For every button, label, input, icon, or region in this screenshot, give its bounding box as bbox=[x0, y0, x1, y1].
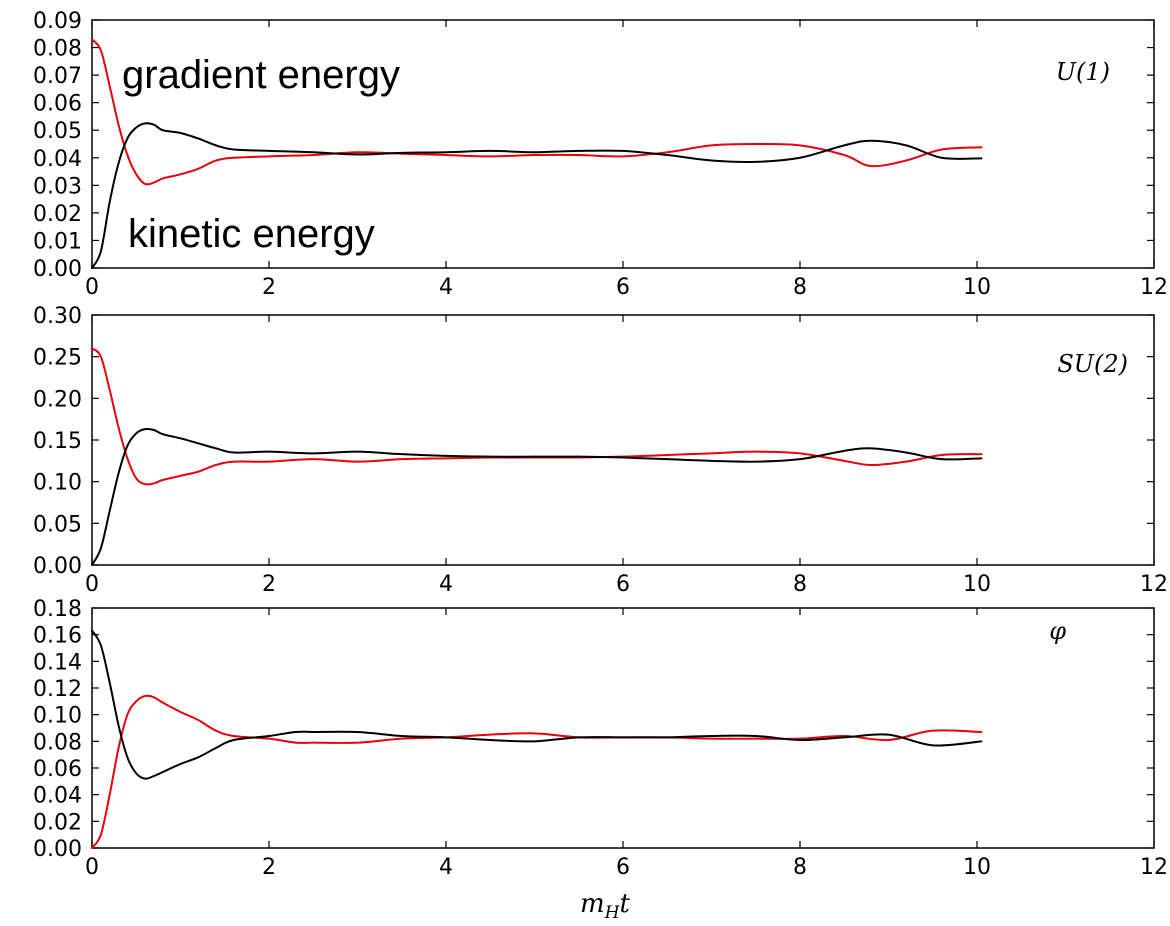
y-tick-label: 0.12 bbox=[33, 677, 82, 702]
panel-u1-label: U(1) bbox=[1056, 58, 1110, 86]
panel-u1-xticks: 0 2 4 6 8 10 12 bbox=[85, 20, 1168, 300]
y-tick-label: 0.25 bbox=[33, 346, 82, 371]
x-tick-label: 2 bbox=[262, 572, 276, 597]
y-tick-label: 0.07 bbox=[33, 64, 82, 89]
panel-su2-xticks: 0 2 4 6 8 10 12 bbox=[85, 315, 1168, 597]
panel-su2: 0.00 0.05 0.10 0.15 0.20 0.25 0.30 0 2 4 6 8 10 12 S… bbox=[33, 304, 1168, 597]
y-tick-label: 0.08 bbox=[33, 730, 82, 755]
y-tick-label: 0.04 bbox=[33, 784, 82, 809]
x-tick-label: 12 bbox=[1140, 855, 1168, 880]
y-tick-label: 0.15 bbox=[33, 429, 82, 454]
x-tick-label: 0 bbox=[85, 275, 99, 300]
panel-phi-frame bbox=[91, 607, 1155, 849]
x-tick-label: 8 bbox=[793, 275, 807, 300]
x-tick-label: 4 bbox=[439, 275, 453, 300]
panel-u1-series bbox=[91, 38, 983, 269]
x-tick-label: 0 bbox=[85, 572, 99, 597]
panel-phi-xticks: 0 2 4 6 8 10 12 bbox=[85, 608, 1168, 880]
series-line-red bbox=[91, 694, 983, 849]
x-axis-label-sub: H bbox=[604, 903, 621, 923]
y-tick-label: 0.09 bbox=[33, 9, 82, 34]
panel-phi-label: φ bbox=[1049, 617, 1066, 645]
x-tick-label: 8 bbox=[793, 855, 807, 880]
y-tick-label: 0.08 bbox=[33, 37, 82, 62]
y-tick-label: 0.10 bbox=[33, 471, 82, 496]
panel-phi-yticks: 0.000.020.040.060.080.100.120.140.160.18 bbox=[33, 597, 1154, 862]
x-tick-label: 6 bbox=[616, 572, 630, 597]
x-tick-label: 10 bbox=[963, 572, 991, 597]
y-tick-label: 0.16 bbox=[33, 624, 82, 649]
y-tick-label: 0.01 bbox=[33, 229, 82, 254]
annotation-kinetic-energy: kinetic energy bbox=[128, 212, 375, 256]
panel-u1: 0.00 0.010.02 0.030.04 0.050.06 0.070.08 0.09… bbox=[33, 9, 1168, 300]
x-axis-label-main: m bbox=[580, 889, 605, 919]
y-tick-label: 0.10 bbox=[33, 704, 82, 729]
x-tick-label: 2 bbox=[262, 855, 276, 880]
series-line-red bbox=[91, 38, 983, 186]
y-tick-label: 0.00 bbox=[33, 257, 82, 282]
x-tick-label: 2 bbox=[262, 275, 276, 300]
y-tick-label: 0.14 bbox=[33, 650, 82, 675]
x-tick-label: 4 bbox=[439, 855, 453, 880]
annotation-gradient-energy: gradient energy bbox=[122, 53, 400, 97]
panel-su2-series bbox=[91, 347, 983, 566]
series-line-red bbox=[91, 347, 983, 486]
x-tick-label: 12 bbox=[1140, 572, 1168, 597]
y-tick-label: 0.02 bbox=[33, 202, 82, 227]
panel-phi-series bbox=[91, 629, 983, 849]
panel-su2-yticks: 0.00 0.05 0.10 0.15 0.20 0.25 0.30 bbox=[33, 304, 1154, 579]
y-tick-label: 0.30 bbox=[33, 304, 82, 329]
y-tick-label: 0.20 bbox=[33, 387, 82, 412]
panel-phi: 0.000.020.040.060.080.100.120.140.160.18… bbox=[33, 597, 1168, 880]
y-tick-label: 0.03 bbox=[33, 174, 82, 199]
panel-su2-frame bbox=[91, 314, 1155, 566]
y-tick-label: 0.06 bbox=[33, 757, 82, 782]
x-axis-label-tail: t bbox=[620, 889, 631, 919]
x-tick-label: 8 bbox=[793, 572, 807, 597]
x-tick-label: 4 bbox=[439, 572, 453, 597]
panel-u1-frame bbox=[91, 19, 1155, 269]
x-tick-label: 12 bbox=[1140, 275, 1168, 300]
series-line-black bbox=[91, 122, 983, 269]
series-line-black bbox=[91, 427, 983, 566]
y-tick-label: 0.04 bbox=[33, 147, 82, 172]
x-tick-label: 6 bbox=[616, 855, 630, 880]
series-line-black bbox=[91, 629, 983, 780]
x-tick-label: 0 bbox=[85, 855, 99, 880]
x-tick-label: 6 bbox=[616, 275, 630, 300]
y-tick-label: 0.18 bbox=[33, 597, 82, 622]
panel-su2-label: SU(2) bbox=[1057, 350, 1128, 378]
x-axis-label: mHt bbox=[580, 889, 630, 923]
y-tick-label: 0.00 bbox=[33, 554, 82, 579]
x-tick-label: 10 bbox=[963, 275, 991, 300]
y-tick-label: 0.02 bbox=[33, 810, 82, 835]
panel-u1-yticks: 0.00 0.010.02 0.030.04 0.050.06 0.070.08 0.09 bbox=[33, 9, 1154, 282]
y-tick-label: 0.05 bbox=[33, 119, 82, 144]
y-tick-label: 0.00 bbox=[33, 837, 82, 862]
y-tick-label: 0.05 bbox=[33, 512, 82, 537]
x-tick-label: 10 bbox=[963, 855, 991, 880]
y-tick-label: 0.06 bbox=[33, 92, 82, 117]
